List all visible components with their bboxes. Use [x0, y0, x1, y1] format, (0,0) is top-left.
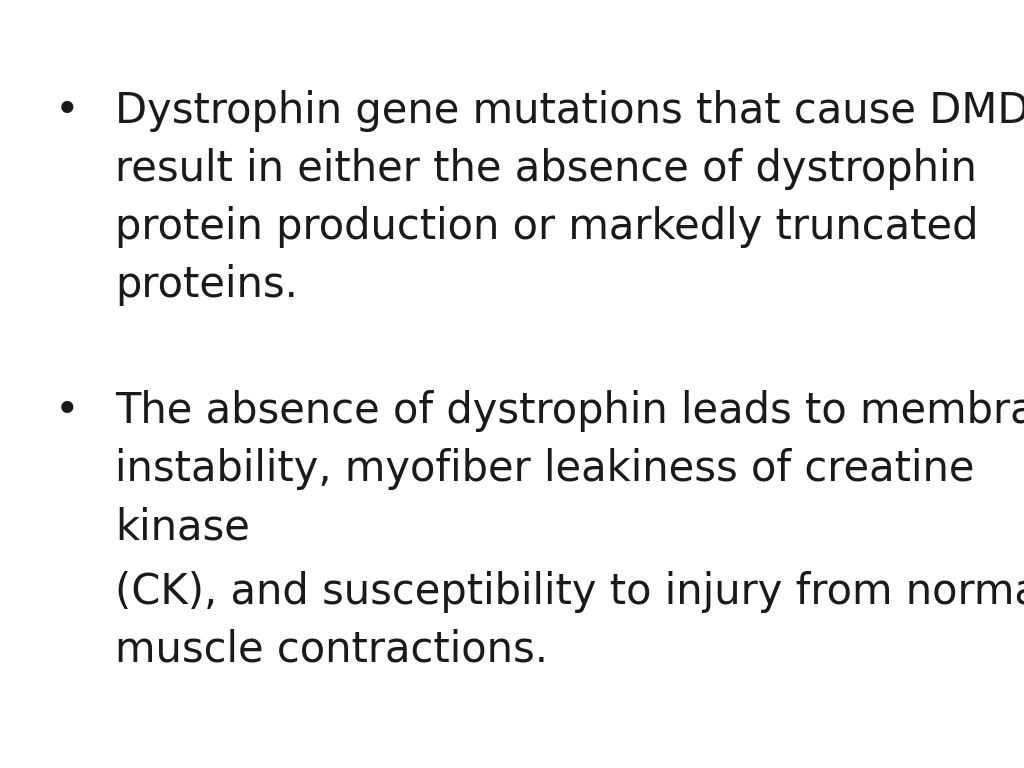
Text: The absence of dystrophin leads to membrane: The absence of dystrophin leads to membr…	[115, 390, 1024, 432]
Text: Dystrophin gene mutations that cause DMD: Dystrophin gene mutations that cause DMD	[115, 90, 1024, 132]
Text: •: •	[55, 390, 80, 432]
Text: muscle contractions.: muscle contractions.	[115, 629, 548, 671]
Text: result in either the absence of dystrophin: result in either the absence of dystroph…	[115, 148, 977, 190]
Text: instability, myofiber leakiness of creatine: instability, myofiber leakiness of creat…	[115, 448, 975, 490]
Text: •: •	[55, 90, 80, 132]
Text: proteins.: proteins.	[115, 264, 298, 306]
Text: protein production or markedly truncated: protein production or markedly truncated	[115, 206, 979, 248]
Text: (CK), and susceptibility to injury from normal: (CK), and susceptibility to injury from …	[115, 571, 1024, 613]
Text: kinase: kinase	[115, 506, 250, 548]
